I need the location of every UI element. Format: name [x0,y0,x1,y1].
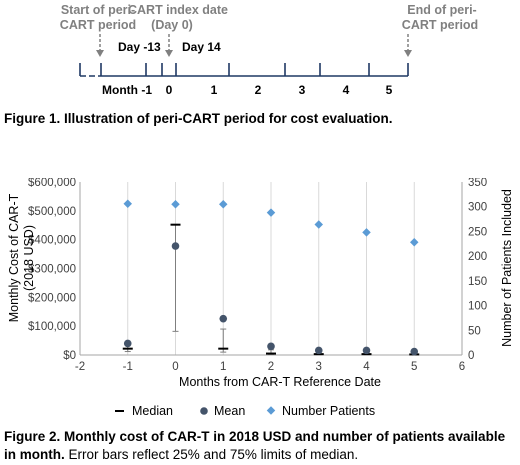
x-tick-label: -2 [75,361,85,373]
axes [79,182,463,356]
label-month-2: 2 [255,83,262,97]
y-right-tick-label: 200 [468,251,487,263]
x-tick-label: 4 [363,361,370,373]
number-patients-markers [123,199,419,247]
x-tick-label: 0 [172,361,178,373]
y-right-tick-label: 0 [468,350,474,362]
label-start-peri-cart-line2: CART period [60,18,136,32]
gridlines [127,182,415,355]
figure2-caption-bold: Figure 2. Monthly cost of CAR-T in 2018 … [4,429,506,462]
patients-marker [123,199,132,208]
y-right-tick-label: 350 [468,178,487,189]
figure1-timeline: Start of peri- CART period CART index da… [60,3,478,97]
legend-mean-label: Mean [214,404,245,418]
legend-median-label: Median [132,404,173,418]
label-month-5: 5 [386,83,393,97]
y-right-tick-label: 150 [468,276,487,288]
figure2-caption-text: Error bars reflect 25% and 75% limits of… [64,447,359,462]
y-left-tick-label: $400,000 [28,235,76,247]
y-left-axis-title-line2: (2018 USD) [22,225,36,291]
y-left-tick-label: $0 [63,350,76,362]
index-arrowhead [165,50,173,57]
y-left-tick-label: $300,000 [28,264,76,276]
x-tick-label: 1 [220,361,226,373]
y-left-tick-label: $100,000 [28,321,76,333]
end-arrowhead [404,50,412,57]
y-right-tick-labels: 0 50 100 150 200 250 300 350 [468,178,487,362]
x-tick-label: 5 [411,361,417,373]
legend-mean-marker [200,407,208,415]
label-end-peri-cart-line1: End of peri- [407,3,476,17]
y-left-axis-title-line1: Monthly Cost of CAR-T [7,193,21,322]
y-right-tick-label: 300 [468,202,487,214]
legend-patients-label: Number Patients [282,404,375,418]
label-month-0: 0 [166,83,173,97]
y-left-tick-label: $500,000 [28,206,76,218]
label-day-14: Day 14 [182,40,221,54]
figure1-caption: Figure 1. Illustration of peri-CART peri… [4,110,516,128]
label-index-date-line1: CART index date [128,3,228,17]
legend: Median Mean Number Patients [115,404,375,418]
y-right-tick-label: 50 [468,325,481,337]
mean-marker [123,339,132,348]
mean-marker [314,346,323,355]
label-month-minus-1: Month -1 [102,83,152,97]
label-month-3: 3 [299,83,306,97]
y-left-tick-label: $200,000 [28,292,76,304]
y-right-tick-label: 100 [468,301,487,313]
mean-marker [219,314,228,323]
patients-marker [314,220,323,229]
mean-marker [410,347,419,356]
label-month-4: 4 [343,83,350,97]
label-end-peri-cart-line2: CART period [402,18,478,32]
x-tick-labels: -2 -1 0 1 2 3 4 5 6 [75,361,465,373]
patients-marker [171,200,180,209]
x-tick-label: 6 [459,361,465,373]
legend-patients-marker [266,406,276,415]
figure1-caption-bold: Figure 1. Illustration of peri-CART peri… [4,111,393,126]
x-axis-title: Months from CAR-T Reference Date [179,375,381,389]
label-index-date-line2: (Day 0) [151,18,193,32]
label-day-minus-13: Day -13 [118,40,161,54]
patients-marker [362,228,371,237]
mean-marker [362,346,371,355]
label-month-1: 1 [211,83,218,97]
y-right-axis-title: Number of Patients Included [500,189,514,347]
figure2-chart: -2 -1 0 1 2 3 4 5 6 $0 $100,000 $200,000 $300,000 $4… [7,178,514,418]
x-tick-label: 3 [316,361,322,373]
mean-marker [267,342,275,351]
x-tick-label: -1 [123,361,133,373]
x-tick-label: 2 [268,361,274,373]
start-arrowhead [96,50,104,57]
y-left-tick-labels: $0 $100,000 $200,000 $300,000 $400,000 $500,0… [28,178,76,362]
figure2-caption: Figure 2. Monthly cost of CAR-T in 2018 … [4,428,516,464]
mean-markers [123,242,419,356]
label-start-peri-cart-line1: Start of peri- [61,3,135,17]
patients-marker [410,238,419,247]
mean-marker [171,242,180,250]
y-right-tick-label: 250 [468,226,487,238]
patients-marker [219,200,228,209]
y-left-tick-label: $600,000 [28,178,76,189]
patients-marker [266,208,276,217]
